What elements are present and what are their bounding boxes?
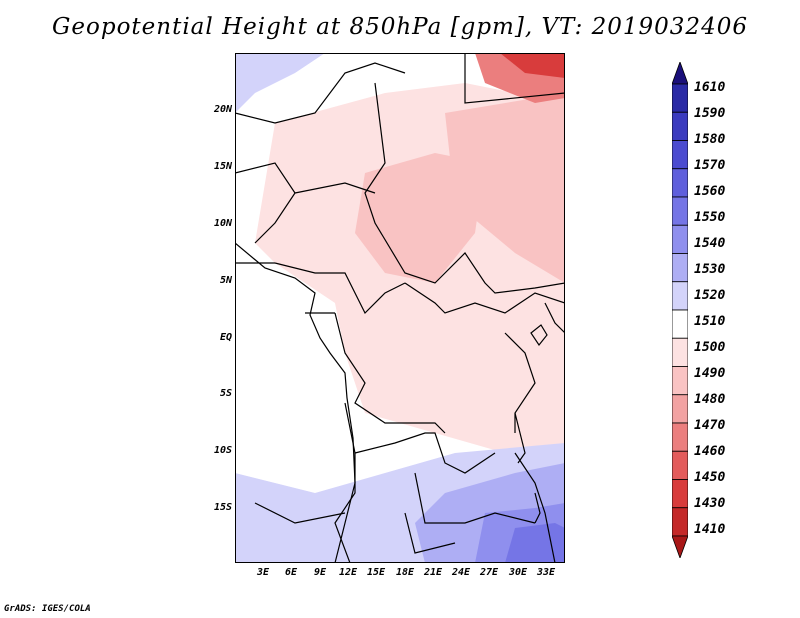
colorbar-segment — [672, 83, 688, 113]
lon-label-24e: 24E — [451, 567, 471, 578]
lon-label-30e: 30E — [508, 567, 528, 578]
lon-label-12e: 12E — [338, 567, 358, 578]
colorbar-label: 1410 — [694, 522, 726, 537]
lat-label-15n: 15N — [213, 161, 232, 172]
lat-label-eq: EQ — [219, 332, 232, 343]
colorbar-label: 1490 — [694, 366, 726, 381]
lat-label-5n: 5N — [219, 275, 232, 286]
colorbar-segment — [672, 309, 688, 339]
colorbar-segment — [672, 366, 688, 396]
lon-label-3e: 3E — [256, 567, 270, 578]
colorbar-segment — [672, 422, 688, 452]
lat-label-15s: 15S — [213, 502, 232, 513]
grads-credit: GrADS: IGES/COLA — [4, 604, 91, 614]
lon-label-27e: 27E — [479, 567, 499, 578]
colorbar-label: 1470 — [694, 418, 726, 433]
colorbar-bottom-arrow — [672, 535, 688, 558]
colorbar-label: 1460 — [694, 444, 726, 459]
colorbar-label: 1480 — [694, 392, 726, 407]
lat-label-5s: 5S — [219, 388, 232, 399]
colorbar-segment — [672, 196, 688, 226]
colorbar-segment — [672, 224, 688, 254]
colorbar-label: 1540 — [694, 236, 726, 251]
colorbar-segment — [672, 337, 688, 367]
colorbar-segment — [672, 140, 688, 170]
colorbar — [672, 62, 688, 558]
colorbar-label: 1590 — [694, 106, 726, 121]
colorbar-segment — [672, 450, 688, 480]
colorbar-top-arrow — [672, 62, 688, 85]
lon-label-9e: 9E — [313, 567, 327, 578]
lon-label-18e: 18E — [395, 567, 415, 578]
colorbar-segment — [672, 253, 688, 283]
map-panel — [235, 53, 565, 563]
colorbar-label: 1580 — [694, 132, 726, 147]
lat-label-20n: 20N — [213, 104, 232, 115]
colorbar-segment — [672, 479, 688, 509]
lon-label-33e: 33E — [536, 567, 556, 578]
colorbar-label: 1450 — [694, 470, 726, 485]
colorbar-label: 1570 — [694, 158, 726, 173]
colorbar-segment — [672, 168, 688, 198]
colorbar-label: 1560 — [694, 184, 726, 199]
lon-label-15e: 15E — [366, 567, 386, 578]
colorbar-label: 1530 — [694, 262, 726, 277]
colorbar-segment — [672, 507, 688, 537]
lon-label-6e: 6E — [284, 567, 298, 578]
colorbar-segment — [672, 111, 688, 141]
lon-label-21e: 21E — [423, 567, 443, 578]
lat-label-10s: 10S — [213, 445, 232, 456]
colorbar-label: 1610 — [694, 80, 726, 95]
colorbar-label: 1430 — [694, 496, 726, 511]
map-title: Geopotential Height at 850hPa [gpm], VT:… — [52, 14, 748, 40]
colorbar-segment — [672, 281, 688, 311]
colorbar-label: 1520 — [694, 288, 726, 303]
colorbar-segment — [672, 394, 688, 424]
colorbar-label: 1500 — [694, 340, 726, 355]
lat-label-10n: 10N — [213, 218, 232, 229]
colorbar-label: 1510 — [694, 314, 726, 329]
colorbar-label: 1550 — [694, 210, 726, 225]
